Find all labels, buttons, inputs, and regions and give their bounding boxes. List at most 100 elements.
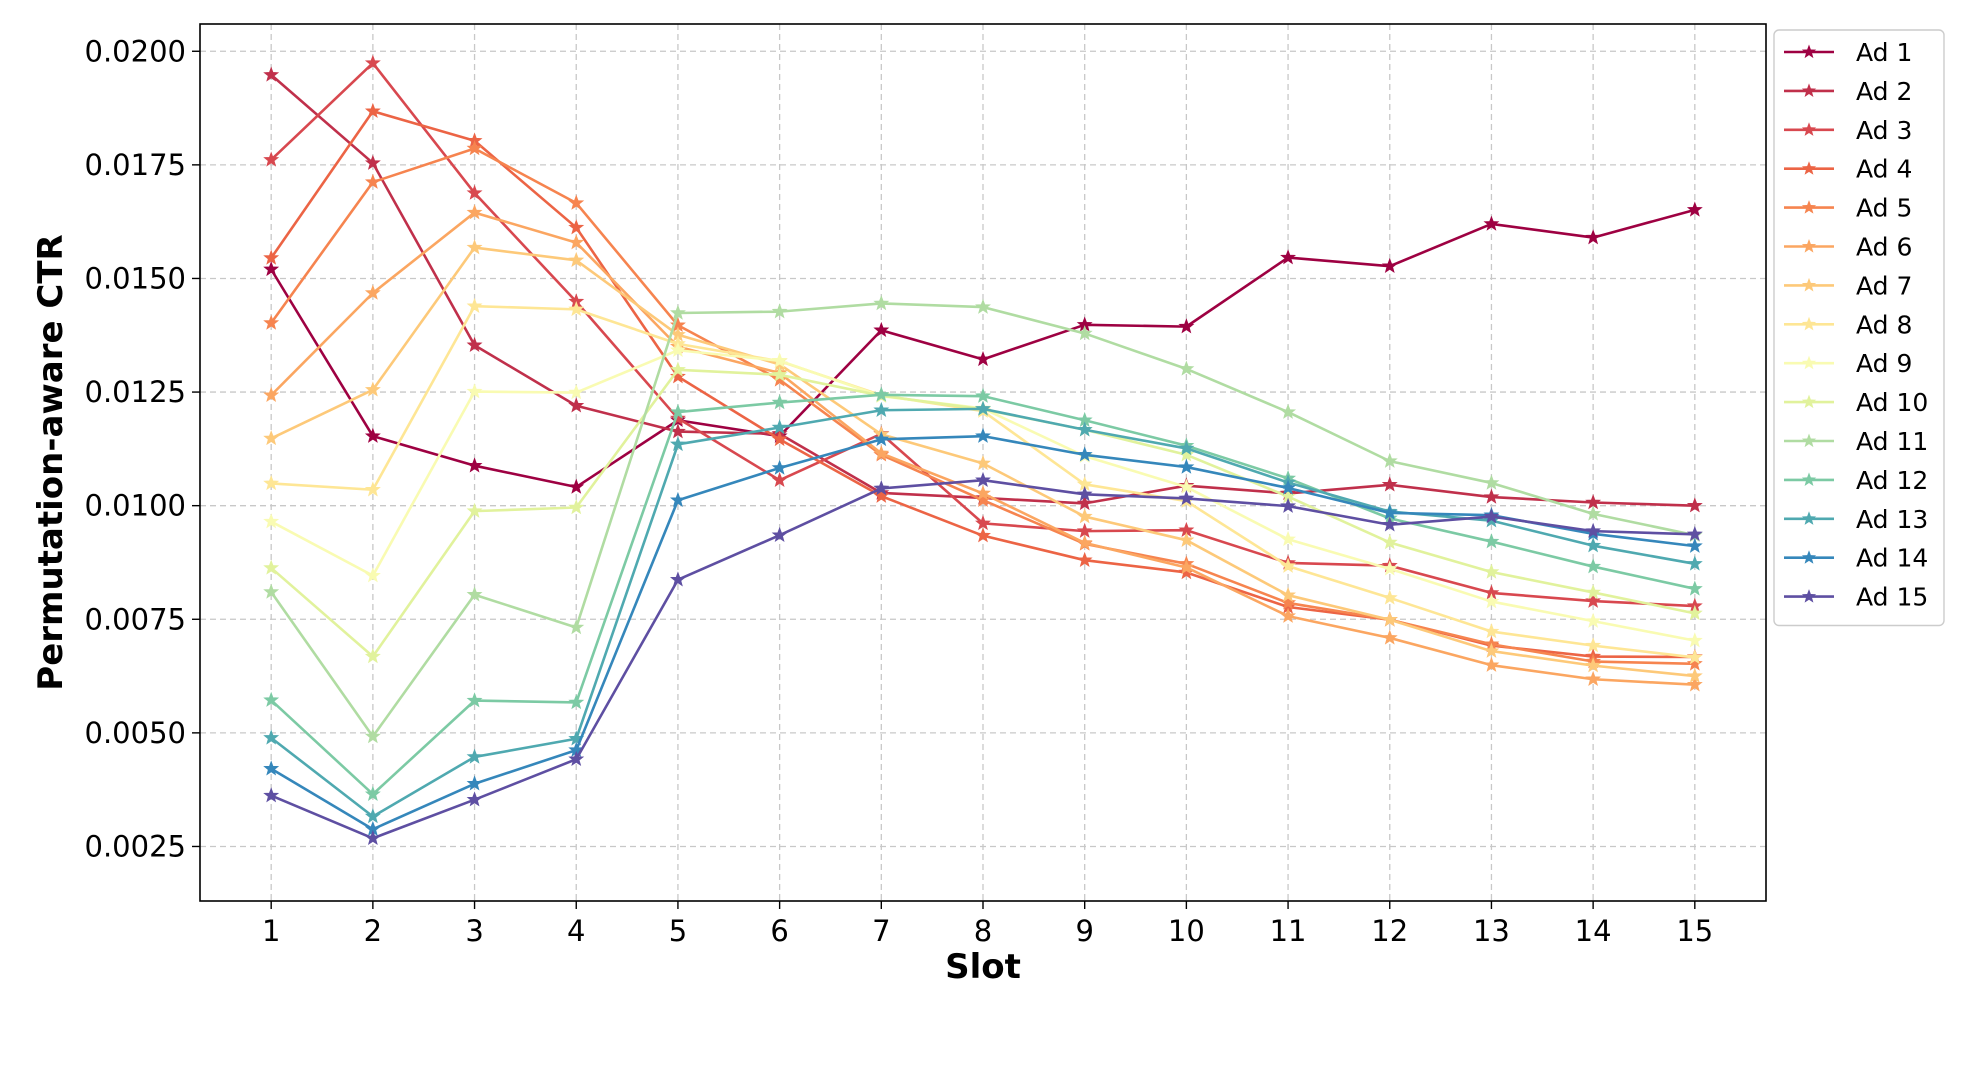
legend-label: Ad 2	[1856, 77, 1912, 106]
data-point-star	[1483, 474, 1500, 490]
data-point-star	[1483, 642, 1500, 658]
x-tick-label: 5	[669, 914, 687, 948]
x-tick-label: 7	[872, 914, 890, 948]
data-point-star	[466, 791, 483, 807]
data-point-star	[263, 249, 280, 265]
data-point-star	[1686, 605, 1703, 621]
data-point-star	[263, 261, 280, 277]
legend-item: Ad 2	[1784, 77, 1912, 106]
legend-item: Ad 6	[1784, 233, 1912, 262]
legend-label: Ad 12	[1856, 466, 1928, 495]
data-point-star	[1483, 656, 1500, 672]
data-point-star	[263, 559, 280, 575]
x-tick-label: 14	[1575, 914, 1612, 948]
data-point-star	[771, 303, 788, 319]
legend-swatch-star	[1801, 161, 1817, 175]
data-point-star	[364, 284, 381, 300]
x-tick-label: 6	[770, 914, 788, 948]
legend-swatch-star	[1801, 433, 1817, 448]
x-tick-label: 15	[1676, 914, 1713, 948]
data-point-star	[263, 475, 280, 491]
data-point-star	[263, 386, 280, 403]
data-point-star	[1585, 537, 1602, 553]
data-point-star	[1280, 530, 1297, 547]
data-point-star	[1585, 558, 1602, 574]
data-point-star	[1483, 215, 1500, 231]
legend-item: Ad 11	[1784, 427, 1928, 456]
data-point-star	[568, 397, 585, 413]
data-point-star	[1178, 360, 1195, 376]
data-point-star	[466, 140, 483, 156]
data-point-star	[466, 204, 483, 220]
x-tick-label: 1	[262, 914, 280, 948]
data-point-star	[1178, 318, 1195, 334]
data-point-star	[263, 151, 280, 167]
legend-label: Ad 11	[1856, 427, 1928, 456]
data-point-star	[364, 427, 381, 443]
data-point-star	[669, 410, 686, 426]
data-point-star	[873, 321, 890, 338]
x-tick-label: 10	[1168, 914, 1205, 948]
legend-label: Ad 3	[1856, 116, 1912, 145]
data-point-star	[263, 729, 280, 745]
series-ad-6	[263, 204, 1703, 692]
data-point-star	[568, 499, 585, 515]
data-point-star	[1381, 534, 1398, 550]
data-point-star	[364, 728, 381, 744]
legend-swatch-star	[1801, 550, 1817, 564]
data-point-star	[263, 691, 280, 707]
data-point-star	[771, 471, 788, 487]
data-point-star	[1280, 479, 1297, 495]
data-point-star	[466, 502, 483, 518]
data-point-star	[975, 515, 991, 531]
data-point-star	[1178, 490, 1195, 506]
legend-item: Ad 8	[1784, 310, 1912, 339]
data-point-star	[1381, 516, 1398, 532]
legend-swatch-star	[1801, 316, 1817, 331]
data-point-star	[263, 787, 280, 803]
x-tick-label: 8	[974, 914, 992, 948]
legend-item: Ad 10	[1784, 388, 1928, 417]
data-point-star	[1585, 522, 1602, 538]
series-lines	[263, 54, 1703, 846]
data-point-star	[466, 692, 483, 708]
data-point-star	[364, 154, 381, 170]
data-point-star	[1686, 497, 1703, 513]
legend-swatch-star	[1801, 355, 1817, 370]
data-point-star	[568, 478, 585, 494]
series-ad-13	[263, 400, 1703, 824]
data-point-star	[1686, 201, 1703, 217]
data-point-star	[873, 386, 890, 402]
data-point-star	[873, 401, 890, 418]
legend-item: Ad 12	[1784, 466, 1928, 495]
legend-swatch-star	[1801, 472, 1817, 486]
legend-label: Ad 13	[1856, 505, 1928, 534]
data-point-star	[975, 485, 991, 501]
legend-item: Ad 5	[1784, 194, 1912, 223]
x-axis-ticks: 1 2 3 4 5 6 7 8 9 10 11 12 13 14 15	[262, 901, 1713, 948]
legend-item: Ad 14	[1784, 544, 1928, 573]
data-point-star	[1585, 505, 1602, 521]
data-point-star	[1686, 525, 1703, 542]
data-point-star	[1686, 667, 1703, 683]
legend-item: Ad 7	[1784, 271, 1912, 300]
data-point-star	[1483, 488, 1500, 504]
legend-label: Ad 10	[1856, 388, 1928, 417]
data-point-star	[364, 102, 381, 119]
y-tick-label: 0.0175	[85, 148, 186, 182]
data-point-star	[1686, 655, 1703, 671]
data-point-star	[1585, 670, 1602, 687]
data-point-star	[975, 427, 991, 443]
x-tick-label: 11	[1270, 914, 1307, 948]
data-point-star	[1686, 676, 1703, 692]
data-point-star	[1076, 522, 1093, 538]
data-point-star	[1280, 403, 1297, 419]
data-point-star	[669, 491, 686, 507]
data-point-star	[1483, 623, 1500, 639]
y-axis-title: Permutation-aware CTR	[31, 234, 71, 690]
data-point-star	[568, 234, 585, 250]
data-point-star	[364, 481, 381, 497]
data-point-star	[568, 301, 585, 317]
data-point-star	[1076, 485, 1093, 502]
